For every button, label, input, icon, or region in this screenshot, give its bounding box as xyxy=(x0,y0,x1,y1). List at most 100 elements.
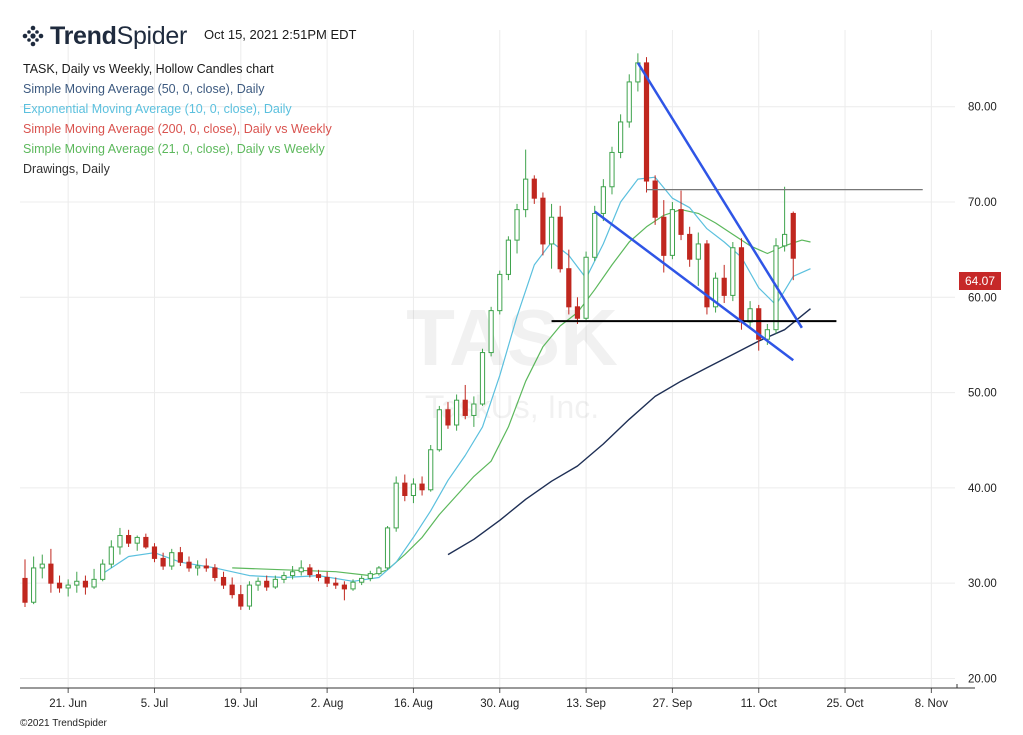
candle xyxy=(298,560,304,576)
candle xyxy=(687,226,693,267)
candle xyxy=(281,571,287,584)
candle xyxy=(436,405,442,452)
legend-item-ema10[interactable]: Exponential Moving Average (10, 0, close… xyxy=(23,102,292,116)
watermark-company: TaskUs, Inc. xyxy=(425,389,599,425)
candle xyxy=(488,306,494,357)
candle xyxy=(333,577,339,589)
candle xyxy=(505,236,511,281)
y-tick-label: 80.00 xyxy=(968,102,997,114)
drawings-layer xyxy=(551,62,923,362)
candle xyxy=(566,249,572,315)
candle xyxy=(341,581,347,601)
candle xyxy=(782,186,788,252)
candle xyxy=(626,74,632,128)
candle xyxy=(393,476,399,532)
candle xyxy=(643,57,650,193)
candle xyxy=(22,559,28,607)
y-tick-label: 40.00 xyxy=(968,483,997,495)
candle xyxy=(151,543,158,563)
legend-item-sma50[interactable]: Simple Moving Average (50, 0, close), Da… xyxy=(23,82,265,96)
candle xyxy=(583,251,589,321)
candle xyxy=(514,203,520,254)
candle xyxy=(350,579,356,591)
candle xyxy=(790,211,796,281)
candle xyxy=(212,564,218,582)
trendspider-dots-icon xyxy=(22,25,44,47)
candle xyxy=(704,240,710,315)
y-tick-label: 60.00 xyxy=(968,292,997,304)
candle xyxy=(635,53,641,92)
candle xyxy=(359,575,365,586)
candle xyxy=(402,474,408,502)
candle xyxy=(272,575,278,589)
candle xyxy=(454,394,460,431)
candle xyxy=(531,175,537,204)
candle xyxy=(618,114,624,159)
chart-grid xyxy=(20,30,955,688)
candle xyxy=(91,568,97,589)
candle xyxy=(56,575,63,593)
candlestick-series xyxy=(22,53,796,610)
candle xyxy=(169,548,175,570)
x-tick-label: 27. Sep xyxy=(653,698,693,710)
candle xyxy=(497,270,503,315)
brand-logo: TrendSpider xyxy=(20,20,187,52)
candle xyxy=(540,192,546,256)
candle xyxy=(108,540,114,568)
candle xyxy=(238,585,244,610)
x-tick-label: 8. Nov xyxy=(915,698,948,710)
timestamp: Oct 15, 2021 2:51PM EDT xyxy=(204,27,357,42)
x-tick-label: 11. Oct xyxy=(741,698,778,710)
candle xyxy=(669,202,676,260)
candle xyxy=(220,571,227,589)
last-price-badge: 64.07 xyxy=(959,272,1001,290)
candle xyxy=(410,478,417,504)
candle xyxy=(289,566,296,580)
candle xyxy=(592,205,598,262)
copyright: ©2021 TrendSpider xyxy=(20,718,107,729)
legend-title: TASK, Daily vs Weekly, Hollow Candles ch… xyxy=(23,62,274,76)
candle xyxy=(652,175,658,225)
candle xyxy=(678,190,684,241)
candle xyxy=(462,384,468,420)
candle xyxy=(445,402,451,429)
watermark-ticker: TASK xyxy=(406,293,618,382)
candle xyxy=(125,529,132,547)
candle xyxy=(479,348,486,406)
x-tick-label: 16. Aug xyxy=(394,698,433,710)
candle xyxy=(195,560,201,576)
candle xyxy=(367,570,373,582)
candle xyxy=(74,571,80,593)
candle xyxy=(376,566,382,576)
candle xyxy=(419,476,425,496)
candle xyxy=(712,272,719,313)
candle xyxy=(548,203,555,269)
x-tick-label: 13. Sep xyxy=(566,698,606,710)
legend-item-sma200[interactable]: Simple Moving Average (200, 0, close), D… xyxy=(23,122,332,136)
x-axis: 21. Jun 5. Jul 19. Jul 2. Aug 16. Aug 30. Aug… xyxy=(20,687,975,710)
candle xyxy=(264,575,270,591)
candle xyxy=(384,526,391,570)
candle xyxy=(730,242,736,302)
candle xyxy=(756,304,762,351)
y-axis: 20.00 30.00 40.00 50.00 60.00 70.00 80.00 xyxy=(956,102,997,688)
x-tick-label: 19. Jul xyxy=(224,698,258,710)
candle xyxy=(428,445,434,492)
candle xyxy=(695,232,701,286)
wedge-trendline xyxy=(593,210,795,362)
candle xyxy=(39,554,45,579)
x-tick-label: 25. Oct xyxy=(827,698,865,710)
x-tick-label: 30. Aug xyxy=(480,698,519,710)
y-tick-label: 30.00 xyxy=(968,578,997,590)
legend-item-sma21[interactable]: Simple Moving Average (21, 0, close), Da… xyxy=(23,142,325,156)
x-tick-label: 2. Aug xyxy=(311,698,344,710)
brand-name: TrendSpider xyxy=(50,21,188,50)
candle xyxy=(82,575,89,595)
legend-item-drawings[interactable]: Drawings, Daily xyxy=(23,162,110,176)
candle xyxy=(315,569,322,582)
candle xyxy=(31,556,37,605)
candle xyxy=(100,559,106,582)
wedge-trendline xyxy=(636,62,803,329)
sma21-line xyxy=(232,209,811,577)
